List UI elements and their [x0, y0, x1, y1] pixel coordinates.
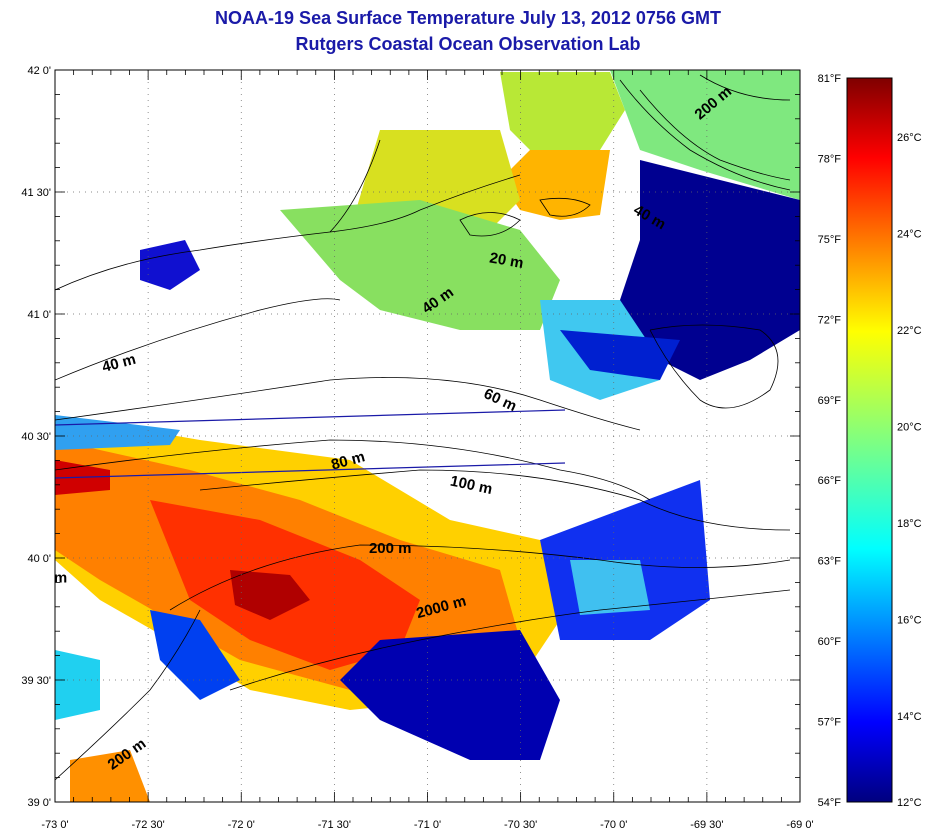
colorbar-f-label: 57°F	[818, 717, 842, 729]
colorbar-c-label: 16°C	[897, 615, 922, 627]
contour-label: 100 m	[449, 473, 494, 498]
contour-label: 200 m	[369, 540, 412, 557]
lat-tick-label: 42 0'	[27, 65, 51, 77]
sst-patch-south-cold-2	[150, 610, 240, 700]
contour-label: 40 m	[100, 351, 137, 376]
lon-tick-label: -70 0'	[600, 819, 627, 831]
lat-tick-label: 41 30'	[21, 187, 51, 199]
colorbar-c-label: 18°C	[897, 518, 922, 530]
contour-60m	[55, 377, 641, 431]
latitude-labels: 42 0' 41 30' 41 0' 40 30' 40 0' 39 30' 39 0'	[21, 65, 51, 809]
sst-patch-bay-orange	[500, 150, 610, 220]
lon-tick-label: -69 0'	[786, 819, 813, 831]
contour-40m-ny	[55, 298, 341, 381]
colorbar-c-label: 20°C	[897, 421, 922, 433]
sst-patch-warm-core	[230, 570, 310, 620]
transect-north	[54, 409, 566, 426]
contour-80m	[55, 439, 651, 501]
sst-patch-sw-spot	[55, 650, 100, 720]
colorbar-f-label: 60°F	[818, 636, 842, 648]
sst-patch-north-green	[610, 70, 800, 200]
colorbar-c-label: 12°C	[897, 797, 922, 809]
contour-label: 60 m	[481, 385, 519, 415]
contour-200m-shelf	[169, 544, 791, 611]
colorbar-f-label: 78°F	[818, 153, 842, 165]
coastline-ct	[329, 139, 521, 233]
bathymetry-contours	[55, 74, 791, 781]
lon-tick-label: -72 30'	[131, 819, 164, 831]
contour-shelf-break-west	[55, 609, 201, 781]
sst-patch-nw-cyan	[55, 415, 180, 450]
axis-ticks	[54, 69, 801, 803]
sst-patch-east-cyan	[570, 560, 650, 615]
colorbar-f-label: 69°F	[818, 395, 842, 407]
colorbar-fahrenheit-labels: 81°F 78°F 75°F 72°F 69°F 66°F 63°F 60°F 57°F 54°F	[818, 73, 842, 809]
colorbar-celsius-labels: 26°C 24°C 22°C 20°C 18°C 16°C 14°C 12°C	[897, 132, 922, 809]
contour-cape-lines	[619, 74, 791, 191]
lat-tick-label: 39 0'	[27, 797, 51, 809]
colorbar-f-label: 66°F	[818, 475, 842, 487]
lon-tick-label: -70 30'	[504, 819, 537, 831]
colorbar-f-label: 63°F	[818, 556, 842, 568]
lon-tick-label: -69 30'	[690, 819, 723, 831]
sst-patch-sw-warm	[70, 750, 150, 802]
colorbar-f-label: 72°F	[818, 314, 842, 326]
sst-patch-north-cape	[500, 72, 625, 160]
sst-patch-shoal-blue	[560, 330, 680, 380]
transect-lines	[54, 409, 566, 479]
colorbar-f-label: 81°F	[818, 73, 842, 85]
coastline-islands	[459, 197, 591, 237]
lat-tick-label: 41 0'	[27, 309, 51, 321]
map-title: NOAA-19 Sea Surface Temperature July 13,…	[215, 8, 721, 28]
map-subtitle: Rutgers Coastal Ocean Observation Lab	[295, 34, 641, 54]
transect-south	[54, 462, 566, 479]
colorbar	[846, 77, 893, 803]
contour-label: m	[54, 569, 67, 586]
longitude-labels: -73 0' -72 30' -72 0' -71 30' -71 0' -70 30' -…	[41, 819, 813, 831]
sst-patch-east-navy	[620, 160, 800, 380]
contour-label: 20 m	[488, 249, 525, 272]
lat-tick-label: 39 30'	[21, 675, 51, 687]
colorbar-c-label: 26°C	[897, 132, 922, 144]
lon-tick-label: -71 0'	[414, 819, 441, 831]
sst-patch-sound-green	[280, 200, 560, 330]
sst-patch-south-cold-1	[340, 630, 560, 760]
contour-2000m	[229, 589, 791, 691]
coastline-nantucket	[649, 324, 779, 409]
contour-100m	[199, 469, 791, 531]
colorbar-f-label: 75°F	[818, 234, 842, 246]
colorbar-c-label: 24°C	[897, 228, 922, 240]
coastline-long-island	[55, 209, 421, 291]
colorbar-c-label: 14°C	[897, 711, 922, 723]
map-grid	[55, 70, 800, 802]
lat-tick-label: 40 0'	[27, 553, 51, 565]
colorbar-c-label: 22°C	[897, 325, 922, 337]
lat-tick-label: 40 30'	[21, 431, 51, 443]
lon-tick-label: -72 0'	[228, 819, 255, 831]
lon-tick-label: -71 30'	[318, 819, 351, 831]
sst-patch-west-blue	[140, 240, 200, 290]
lon-tick-label: -73 0'	[41, 819, 68, 831]
colorbar-f-label: 54°F	[818, 797, 842, 809]
